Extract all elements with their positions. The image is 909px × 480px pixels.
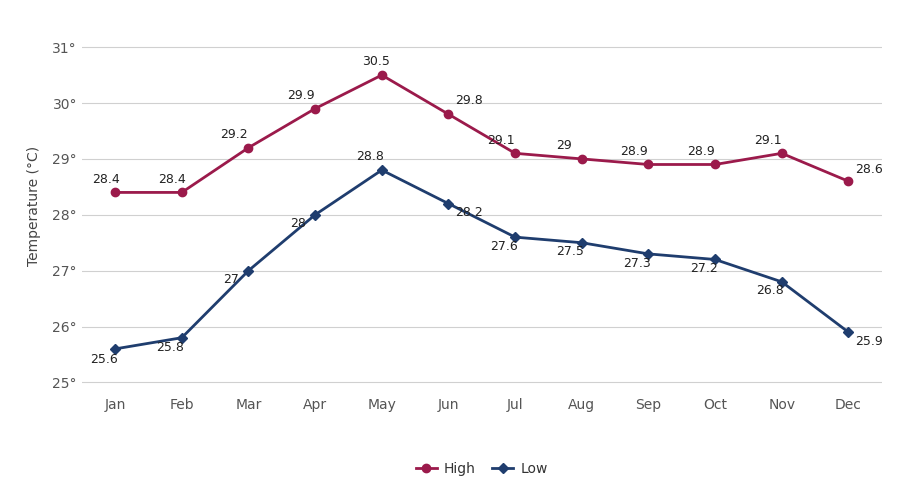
Text: 29.1: 29.1 — [754, 133, 782, 146]
Low — [510, 234, 521, 240]
Low — [243, 268, 254, 274]
Low — [110, 346, 121, 352]
Text: 28.9: 28.9 — [621, 145, 648, 158]
Low — [710, 257, 721, 263]
Low — [176, 335, 187, 341]
High — [643, 162, 654, 168]
Legend: High, Low: High, Low — [411, 456, 553, 480]
Text: 27.5: 27.5 — [556, 245, 584, 258]
Low — [443, 201, 454, 206]
Text: 27: 27 — [223, 273, 239, 286]
Text: 28.6: 28.6 — [855, 163, 883, 176]
High — [443, 111, 454, 117]
High — [376, 72, 387, 78]
Low — [310, 212, 321, 217]
Low — [643, 251, 654, 257]
Text: 26.8: 26.8 — [756, 285, 784, 298]
Text: 29.9: 29.9 — [287, 89, 315, 102]
Text: 27.6: 27.6 — [490, 240, 517, 253]
Text: 28.2: 28.2 — [455, 206, 483, 219]
Low — [776, 279, 787, 285]
Text: 25.6: 25.6 — [90, 353, 117, 366]
Low — [576, 240, 587, 246]
Line: Low: Low — [112, 167, 852, 352]
Text: 29.1: 29.1 — [487, 133, 514, 146]
High — [176, 190, 187, 195]
High — [510, 150, 521, 156]
Y-axis label: Temperature (°C): Temperature (°C) — [27, 146, 41, 266]
Text: 27.2: 27.2 — [690, 262, 717, 275]
High — [310, 106, 321, 111]
Text: 28.4: 28.4 — [158, 173, 186, 186]
Text: 25.8: 25.8 — [156, 341, 185, 355]
Text: 29.8: 29.8 — [455, 95, 483, 108]
Text: 27.3: 27.3 — [623, 256, 651, 270]
High — [710, 162, 721, 168]
Text: 25.9: 25.9 — [855, 335, 883, 348]
High — [843, 179, 854, 184]
High — [110, 190, 121, 195]
Text: 30.5: 30.5 — [362, 55, 390, 68]
Text: 29.2: 29.2 — [221, 128, 248, 141]
Text: 28: 28 — [290, 217, 305, 230]
High — [576, 156, 587, 162]
High — [776, 150, 787, 156]
Text: 29: 29 — [556, 139, 572, 152]
High — [243, 145, 254, 151]
Low — [843, 329, 854, 335]
Text: 28.4: 28.4 — [92, 173, 120, 186]
Line: High: High — [111, 71, 853, 197]
Text: 28.9: 28.9 — [687, 145, 714, 158]
Text: 28.8: 28.8 — [356, 150, 385, 163]
Low — [376, 167, 387, 173]
